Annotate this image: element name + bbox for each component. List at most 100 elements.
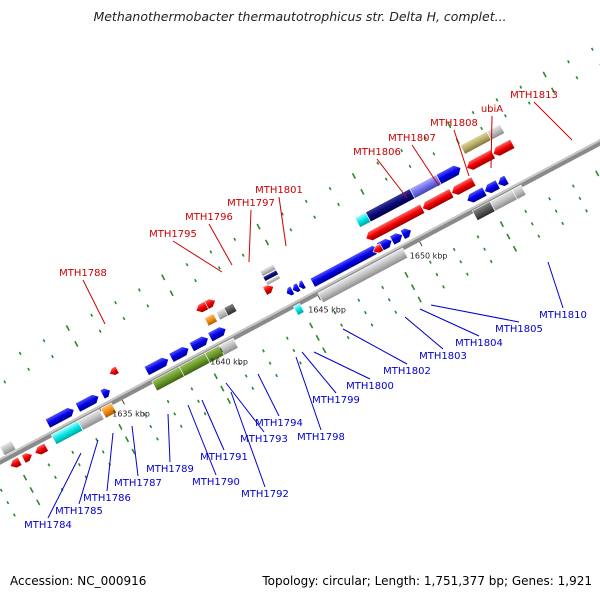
guide-dot [357,298,361,302]
guide-dot [179,424,183,428]
guide-dot [315,334,320,341]
guide-dot [459,260,463,264]
leader-line [547,261,564,309]
gene-feature-26 [298,279,307,290]
leader-line [187,404,217,476]
leader-line [342,328,408,365]
gene-label-bottom-5: MTH1790 [192,477,240,488]
gene-label-top-0: MTH1788 [59,268,107,279]
guide-dot [74,340,79,347]
guide-dot [561,221,565,226]
gene-feature-16 [207,326,227,343]
leader-line [225,382,265,433]
gene-feature-35 [399,227,412,240]
guide-dot [213,373,218,380]
gene-feature-29 [262,269,279,282]
guide-dot [197,399,200,403]
guide-dot [387,298,391,302]
guide-dot [476,235,480,239]
gene-label-bottom-16: MTH1805 [495,324,543,335]
guide-dot [118,423,123,430]
guide-dot [489,259,493,264]
tick-mark [219,347,223,353]
guide-dot [333,311,337,315]
gene-feature-42 [422,188,455,211]
gene-label-top-2: MTH1796 [185,212,233,223]
guide-dot [122,316,126,321]
guide-dot [340,323,343,327]
guide-dot [480,126,483,131]
guide-dot [289,228,293,232]
guide-dot [452,247,456,252]
guide-dot [567,60,570,64]
guide-dot [575,76,579,80]
guide-dot [519,85,523,89]
gene-label-bottom-1: MTH1785 [55,506,103,517]
guide-dot [554,209,558,213]
leader-line [248,209,252,263]
gene-feature-5 [74,394,100,413]
genome-backbone-highlight [0,116,600,485]
guide-dot [495,98,499,102]
guide-dot [29,486,34,494]
guide-dot [77,462,81,467]
guide-dot [435,272,439,277]
guide-dot [209,250,213,254]
guide-dot [404,271,409,278]
guide-dot [499,221,504,228]
guide-dot [238,361,242,366]
guide-dot [328,186,332,191]
guide-dot [548,197,551,201]
guide-dot [142,412,146,416]
guide-dot [22,474,28,481]
leader-line [295,356,322,431]
gene-labels: MTH1788 MTH1795 MTH1796 MTH1797 MTH1801 MTH18… [24,90,587,531]
gene-label-bottom-10: MTH1798 [297,432,345,443]
leader-line [47,452,82,519]
gene-label-bottom-15: MTH1804 [455,338,503,349]
gene-feature-39 [409,174,442,199]
guide-dot [337,202,340,207]
guide-dot [275,373,279,378]
guide-dot [542,71,547,78]
guide-dot [27,367,31,371]
guide-dot [370,323,374,327]
gene-feature-6 [99,387,111,400]
guide-dot [65,325,70,332]
guide-dot [101,450,105,454]
guide-dot [417,296,422,303]
guide-dot [408,164,412,169]
guide-dot [185,262,189,267]
guide-dot [47,463,51,467]
guide-dot [226,397,232,404]
guide-dot [244,374,248,378]
guide-dot [18,351,22,356]
guide-dot [381,285,385,290]
gene-label-bottom-8: MTH1793 [240,434,288,445]
leader-line [230,391,266,488]
genome-summary-text: Topology: circular; Length: 1,751,377 bp… [262,574,592,588]
kbp-ticks: 1635 kbp 1640 kbp 1645 kbp 1650 kbp [112,241,447,419]
guide-dot [156,437,159,441]
guide-dot [360,188,365,195]
gene-feature-54 [492,138,516,157]
gene-label-top-8: ubiA [481,104,503,115]
guide-dot [3,380,7,384]
gene-feature-34 [389,232,403,246]
gene-feature-1 [9,456,23,469]
gene-label-top-6: MTH1807 [388,133,436,144]
gene-label-bottom-17: MTH1810 [539,310,587,321]
tick-label: 1645 kbp [308,306,346,315]
guide-dot [71,450,75,454]
guide-dot [146,304,150,308]
gene-feature-30 [265,274,282,286]
gene-feature-18 [204,313,218,327]
gene-label-bottom-3: MTH1787 [114,478,162,489]
guide-dot [400,148,404,153]
map-title: Methanothermobacter thermautotrophicus s… [93,9,507,24]
guide-dot [483,247,487,251]
tick-mark [317,295,321,301]
guide-dot [233,237,237,242]
leader-line [453,129,470,177]
guide-dot [203,411,207,416]
